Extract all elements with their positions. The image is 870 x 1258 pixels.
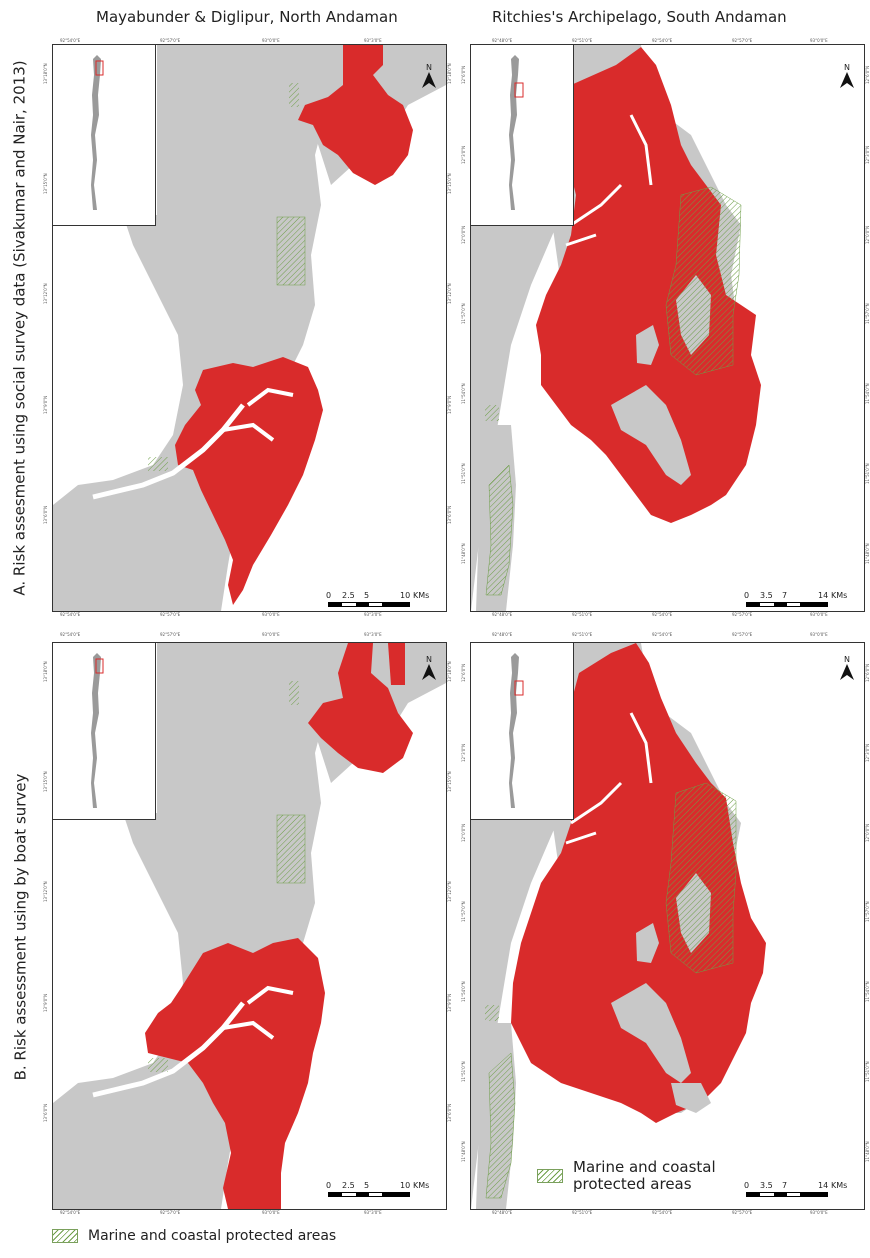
column-title-south-andaman: Ritchies's Archipelago, South Andaman — [492, 8, 787, 26]
legend-label: Marine and coastal protected areas — [573, 1158, 716, 1193]
north-arrow: N — [419, 655, 439, 684]
risk-area-north — [298, 45, 413, 185]
graticule-lat-labels: 13°18'0"N 13°15'0"N 13°12'0"N 13°9'0"N 13°6'… — [43, 63, 48, 524]
locator-inset — [53, 45, 156, 226]
north-arrow-icon — [422, 664, 436, 680]
risk-area-north — [308, 643, 413, 773]
graticule-lat-labels: 13°18'0"N 13°15'0"N 13°12'0"N 13°9'0"N 13°6'… — [447, 63, 452, 524]
scale-bar: 0 2.5 5 10 KMs — [326, 1181, 429, 1197]
protected-area — [289, 681, 299, 705]
map-terrain — [53, 643, 446, 1209]
graticule-lat-labels: 12°6'0"N 12°3'0"N 12°0'0"N 11°57'0"N 11°54'0… — [865, 663, 870, 1162]
map-north-andaman-boat: N 0 2.5 5 10 KMs — [52, 642, 447, 1210]
map-south-andaman-social: N 0 3.5 7 14 KMs — [470, 44, 865, 612]
graticule-lon-labels: 92°48'0"E 92°51'0"E 92°54'0"E 92°57'0"E 93°0… — [492, 632, 828, 637]
risk-area-south — [175, 357, 323, 605]
protected-area — [665, 782, 737, 974]
legend-label: Marine and coastal protected areas — [88, 1228, 337, 1244]
north-arrow-icon — [840, 664, 854, 680]
land-mass — [53, 643, 328, 1209]
water-channel — [92, 1001, 245, 1098]
row-label-boat-survey: B. Risk assessment using by boat survey — [11, 773, 30, 1081]
north-arrow-icon — [422, 72, 436, 88]
inset-island-chain — [509, 55, 519, 210]
protected-area — [665, 186, 742, 376]
graticule-lon-labels: 92°48'0"E 92°51'0"E 92°54'0"E 92°57'0"E 93°0… — [492, 612, 828, 617]
island-large — [611, 983, 691, 1083]
north-arrow: N — [837, 655, 857, 684]
risk-area — [536, 47, 761, 523]
island-mid — [636, 923, 659, 963]
locator-inset — [471, 643, 574, 820]
protected-area — [148, 1058, 168, 1072]
graticule-lon-labels: 92°54'0"E 92°57'0"E 93°0'0"E 93°3'0"E — [60, 1210, 382, 1215]
north-arrow-icon — [840, 72, 854, 88]
water-channel — [92, 403, 245, 500]
inset-island-chain — [91, 55, 101, 210]
scale-bar: 0 3.5 7 14 KMs — [744, 1181, 847, 1197]
land-mass — [53, 45, 328, 611]
graticule-lat-labels: 13°18'0"N 13°15'0"N 13°12'0"N 13°9'0"N 13°6'… — [447, 661, 452, 1122]
graticule-lat-labels: 12°6'0"N 12°3'0"N 12°0'0"N 11°57'0"N 11°54'0… — [461, 65, 466, 564]
map-legend: Marine and coastal protected areas — [531, 1157, 722, 1195]
protected-area — [289, 83, 299, 107]
inset-extent-box — [95, 658, 104, 674]
row-label-social-survey: A. Risk assesment using social survey da… — [11, 59, 29, 596]
water-channel — [565, 114, 653, 247]
risk-area-north-patch — [388, 643, 405, 685]
scale-bar: 0 3.5 7 14 KMs — [744, 591, 847, 607]
north-arrow: N — [419, 63, 439, 92]
protected-area — [148, 457, 168, 471]
protected-area — [276, 814, 306, 884]
protected-area — [485, 1005, 499, 1021]
scale-bar: 0 2.5 5 10 KMs — [326, 591, 429, 607]
risk-area-south — [145, 938, 325, 1209]
graticule-lon-labels: 92°48'0"E 92°51'0"E 92°54'0"E 92°57'0"E 93°0… — [492, 38, 828, 43]
island-large — [611, 385, 691, 485]
column-title-north-andaman: Mayabunder & Diglipur, North Andaman — [96, 8, 398, 26]
hatch-swatch-icon — [537, 1169, 563, 1183]
graticule-lon-labels: 92°54'0"E 92°57'0"E 93°0'0"E 93°3'0"E — [60, 632, 382, 637]
locator-inset — [53, 643, 156, 820]
inset-extent-box — [514, 82, 524, 98]
inset-extent-box — [95, 60, 104, 76]
map-north-andaman-social: N 0 2.5 5 10 KMs — [52, 44, 447, 612]
inset-island-chain — [509, 653, 519, 808]
island-south — [671, 1083, 711, 1113]
graticule-lon-labels: 92°54'0"E 92°57'0"E 93°0'0"E 93°3'0"E — [60, 612, 382, 617]
graticule-lon-labels: 92°54'0"E 92°57'0"E 93°0'0"E 93°3'0"E — [60, 38, 382, 43]
graticule-lat-labels: 13°18'0"N 13°15'0"N 13°12'0"N 13°9'0"N 13°6'… — [43, 661, 48, 1122]
inset-island-chain — [91, 653, 101, 808]
inset-extent-box — [514, 680, 524, 696]
hatch-swatch-icon — [52, 1229, 78, 1243]
graticule-lat-labels: 12°6'0"N 12°3'0"N 12°0'0"N 11°57'0"N 11°54'0… — [461, 663, 466, 1162]
water-channel — [565, 712, 653, 845]
risk-area — [511, 643, 766, 1123]
water-channel-branch — [222, 387, 294, 442]
protected-area-west — [485, 464, 514, 596]
island-mid — [636, 325, 659, 365]
graticule-lat-labels: 12°6'0"N 12°3'0"N 12°0'0"N 11°57'0"N 11°54'0… — [865, 65, 870, 564]
map-terrain — [53, 45, 446, 611]
protected-area — [485, 405, 499, 421]
protected-area — [276, 216, 306, 286]
water-channel-branch — [222, 985, 294, 1040]
graticule-lon-labels: 92°48'0"E 92°51'0"E 92°54'0"E 92°57'0"E 93°0… — [492, 1210, 828, 1215]
figure-legend: Marine and coastal protected areas — [52, 1228, 336, 1244]
north-arrow: N — [837, 63, 857, 92]
locator-inset — [471, 45, 574, 226]
map-south-andaman-boat: N Marine and coastal protected areas 0 3.… — [470, 642, 865, 1210]
protected-area-west — [485, 1052, 516, 1199]
